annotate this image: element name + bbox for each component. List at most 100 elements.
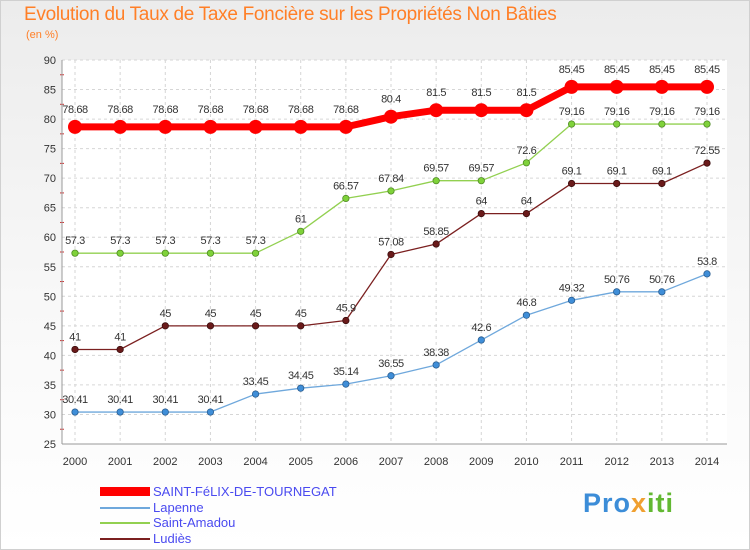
data-point [658,179,666,188]
chart-title: Evolution du Taux de Taxe Foncière sur l… [24,4,557,25]
legend-label: Saint-Amadou [153,515,236,530]
data-label: 72.6 [517,145,537,157]
y-tick-label: 30 [44,409,56,421]
x-tick-label: 2004 [243,456,267,468]
data-label: 79.16 [649,106,675,118]
legend-label: Ludiès [153,530,192,546]
y-tick-label: 60 [44,232,56,244]
data-label: 45 [250,308,262,320]
proxiti-logo: Proxiti [583,488,675,518]
data-point [432,240,440,248]
legend-label: Lapenne [153,499,204,515]
data-point [116,249,124,257]
data-label: 57.3 [246,235,266,247]
data-label: 36.55 [378,358,404,370]
data-point [116,345,124,354]
data-point [338,119,353,134]
y-tick-label: 55 [44,262,56,274]
data-label: 64 [521,196,533,208]
data-label: 85.45 [604,64,630,76]
data-label: 30.41 [198,394,224,406]
data-label: 30.41 [62,394,88,406]
data-label: 61 [295,213,307,225]
data-label: 45.9 [336,303,356,315]
data-label: 57.3 [155,235,175,247]
data-point [387,372,395,380]
data-point [71,345,79,354]
data-label: 33.45 [243,376,269,388]
data-point [609,79,624,94]
data-label: 78.68 [333,104,359,116]
x-tick-label: 2000 [63,456,87,468]
data-point [477,210,485,218]
x-tick-label: 2012 [604,456,628,468]
data-label: 50.76 [604,274,630,286]
data-label: 85.45 [559,64,585,76]
data-point [116,408,124,416]
data-label: 34.45 [288,370,314,382]
data-point [477,177,485,185]
data-point [68,119,82,134]
legend-swatch [100,537,150,540]
x-tick-label: 2006 [334,456,358,468]
data-label: 41 [114,331,126,343]
data-label: 79.16 [559,106,585,118]
data-point [703,120,711,128]
data-point [297,227,305,235]
data-label: 53.8 [697,256,717,268]
data-point [387,187,395,195]
data-label: 72.55 [694,145,720,157]
data-point [206,249,215,257]
data-point [203,119,218,134]
y-tick-label: 45 [44,321,56,333]
data-point [342,194,350,203]
data-point [206,408,215,416]
x-tick-label: 2002 [153,456,177,468]
data-point [522,159,531,167]
data-label: 85.45 [649,64,675,76]
data-point [206,322,215,330]
data-label: 69.57 [469,163,495,175]
data-label: 57.3 [201,235,221,247]
data-label: 81.5 [471,87,491,99]
y-axis-unit: (en %) [26,29,59,41]
data-label: 81.5 [426,87,446,99]
data-point [387,250,395,259]
data-point [113,119,128,134]
data-label: 79.16 [604,106,630,118]
data-point [519,103,534,118]
data-label: 81.5 [517,87,537,99]
data-point [567,120,576,128]
data-label: 45 [160,308,172,320]
data-label: 58.85 [423,226,449,238]
data-point [613,179,621,188]
x-tick-label: 2010 [514,456,538,468]
data-point [564,79,579,94]
data-point [248,119,263,134]
data-point [297,384,305,392]
data-point [703,159,711,167]
data-point [71,408,79,416]
data-label: 38.38 [423,347,449,359]
data-label: 85.45 [694,64,720,76]
data-label: 57.3 [110,235,130,247]
data-point [613,288,621,296]
y-tick-label: 35 [44,380,56,392]
data-point [158,119,173,134]
y-tick-label: 40 [44,350,56,362]
data-point [161,408,169,416]
data-label: 67.84 [378,173,404,185]
data-point [71,249,79,257]
x-tick-label: 2013 [650,456,674,468]
data-point [658,288,666,296]
data-point [161,249,169,257]
data-label: 69.1 [652,165,672,177]
data-point [658,120,666,128]
data-label: 49.32 [559,282,585,294]
x-tick-label: 2003 [198,456,222,468]
x-tick-label: 2007 [379,456,403,468]
x-tick-label: 2011 [560,456,584,468]
data-label: 50.76 [649,274,675,286]
y-tick-label: 50 [44,291,56,303]
